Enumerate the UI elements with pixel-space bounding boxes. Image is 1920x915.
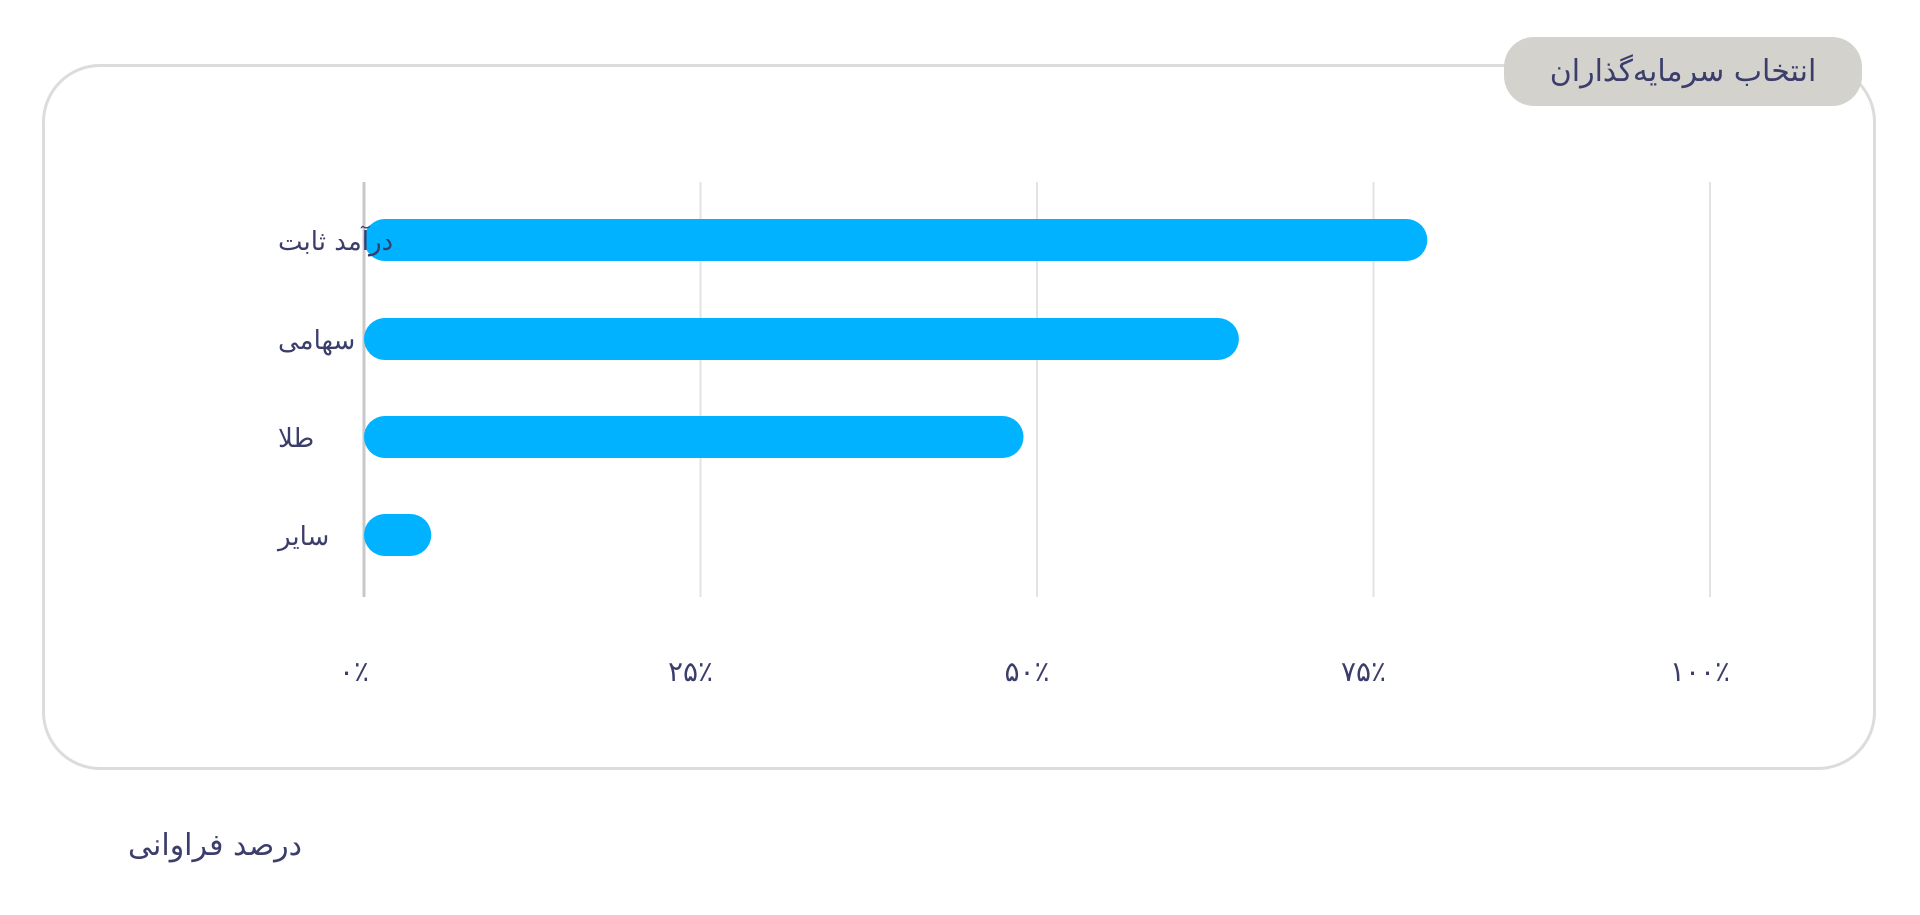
bar-0[interactable] xyxy=(364,219,1428,261)
category-label: سهامی xyxy=(278,326,355,356)
bars xyxy=(364,219,1428,556)
x-tick-label: ۱۰۰٪ xyxy=(1670,655,1730,688)
chart-title-label: انتخاب سرمایه‌گذاران xyxy=(1549,54,1817,89)
x-tick-label: ۰٪ xyxy=(339,655,369,688)
x-tick-label: ۷۵٪ xyxy=(1341,655,1386,688)
x-axis-ticks: ۰٪ ۲۵٪ ۵۰٪ ۷۵٪ ۱۰۰٪ xyxy=(339,655,1730,688)
x-tick-label: ۵۰٪ xyxy=(1004,655,1049,688)
category-label: سایر xyxy=(276,522,329,552)
category-labels: درآمد ثابت سهامی طلا سایر xyxy=(276,225,393,552)
x-axis-title: درصد فراوانی xyxy=(128,828,303,863)
bar-1[interactable] xyxy=(364,318,1239,360)
category-label: درآمد ثابت xyxy=(278,225,393,257)
chart-title-tab[interactable]: انتخاب سرمایه‌گذاران xyxy=(1504,37,1862,106)
category-label: طلا xyxy=(278,424,314,454)
x-tick-label: ۲۵٪ xyxy=(668,655,713,688)
bar-3[interactable] xyxy=(364,514,432,556)
bar-2[interactable] xyxy=(364,416,1024,458)
